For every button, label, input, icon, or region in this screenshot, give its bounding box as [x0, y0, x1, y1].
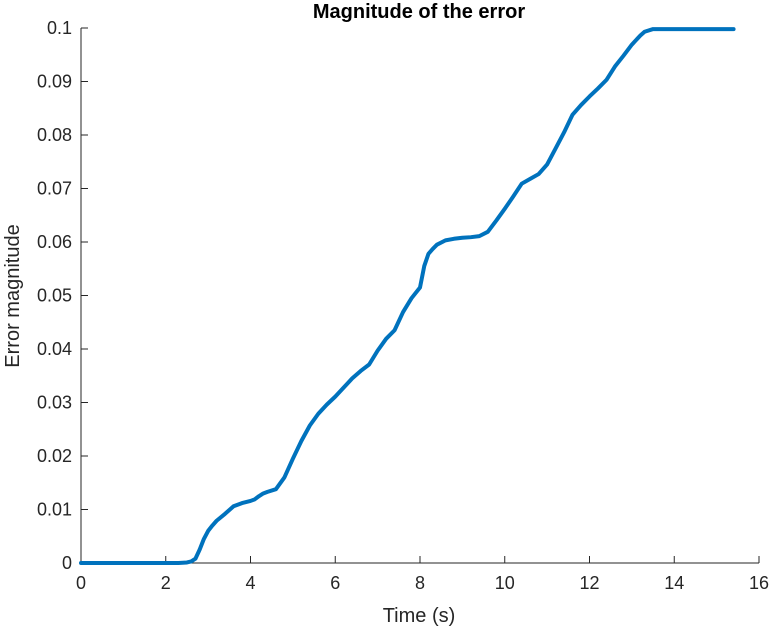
plot-axes	[80, 28, 759, 564]
y-tick-label: 0	[62, 553, 72, 573]
y-tick-label: 0.06	[37, 232, 72, 252]
x-axis-label: Time (s)	[383, 605, 456, 627]
error-series-line	[79, 27, 736, 565]
x-tick-label: 4	[245, 573, 255, 593]
y-tick-label: 0.08	[37, 125, 72, 145]
x-tick-label: 12	[579, 573, 599, 593]
x-tick-label: 8	[415, 573, 425, 593]
y-tick-label: 0.02	[37, 446, 72, 466]
data-series	[79, 27, 736, 565]
y-tick-label: 0.05	[37, 286, 72, 306]
x-tick-label: 0	[76, 573, 86, 593]
x-tick-label: 6	[330, 573, 340, 593]
x-tick-label: 16	[749, 573, 769, 593]
x-tick-label: 2	[161, 573, 171, 593]
y-tick-label: 0.1	[47, 18, 72, 38]
x-tick-label: 14	[664, 573, 684, 593]
x-tick-label: 10	[495, 573, 515, 593]
y-axis-label: Error magnitude	[2, 224, 24, 367]
y-tick-label: 0.01	[37, 500, 72, 520]
y-tick-label: 0.07	[37, 179, 72, 199]
y-tick-label: 0.03	[37, 393, 72, 413]
y-tick-label: 0.09	[37, 72, 72, 92]
chart-title: Magnitude of the error	[313, 1, 525, 23]
y-tick-label: 0.04	[37, 339, 72, 359]
axis-ticks: 0 2 4 6 8 10 12 14 16 0 0.01 0.02 0.03 0.04 0.05 0.06 0.…	[37, 18, 769, 593]
